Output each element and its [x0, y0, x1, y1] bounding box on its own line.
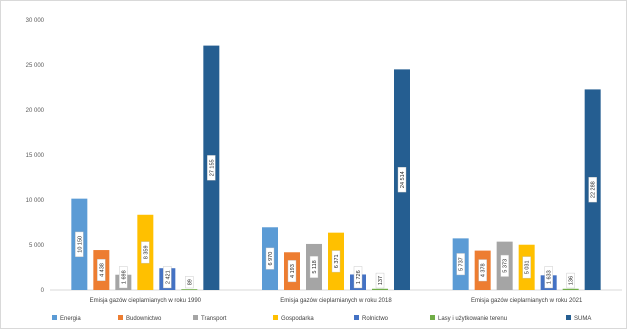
y-tick-label: 5 000 [29, 243, 45, 249]
legend-label: Rolnictwo [362, 316, 389, 322]
data-label: 137 [378, 276, 384, 285]
data-label-box [287, 260, 297, 283]
data-label-group: 1 726 [353, 266, 363, 289]
data-label: 5 031 [525, 260, 531, 274]
data-label-group: 89 [185, 276, 194, 289]
data-label-group: 6 371 [331, 250, 341, 273]
category-labels: Emisja gazów cieplarnianych w roku 1990 E… [90, 298, 583, 304]
legend-swatch [430, 315, 435, 320]
data-label-group: 5 118 [309, 256, 319, 278]
data-label-box [397, 167, 407, 193]
data-label-group: 137 [375, 272, 385, 289]
data-label-group: 22 288 [588, 177, 597, 203]
data-label-box [119, 266, 128, 289]
data-label-group: 4 438 [97, 259, 106, 281]
y-tick-label: 10 000 [26, 198, 45, 204]
legend-swatch [354, 315, 359, 320]
data-label: 1 698 [121, 270, 127, 284]
data-label-group: 27 155 [207, 155, 216, 181]
data-label: 5 373 [503, 259, 509, 273]
data-label-group: 2 421 [163, 266, 172, 289]
data-label: 27 155 [209, 159, 215, 176]
legend-swatch [193, 315, 198, 320]
data-label: 4 193 [290, 264, 296, 278]
data-label-box [500, 254, 509, 277]
category-label: Emisja gazów cieplarnianych w roku 2018 [280, 298, 392, 304]
legend-label: Budownictwo [126, 316, 162, 322]
data-label: 4 378 [481, 263, 487, 277]
y-tick-label: 20 000 [26, 108, 45, 114]
data-label: 22 288 [591, 181, 597, 198]
legend-label: SUMA [574, 316, 591, 322]
data-label: 2 421 [165, 270, 171, 284]
data-label-box [588, 177, 597, 203]
legend-swatch [273, 315, 278, 320]
y-tick-label: 15 000 [26, 153, 45, 159]
legend-label: Lasy i użytkowanie terenu [438, 316, 507, 322]
data-label-box [207, 155, 216, 181]
data-label-group: 6 970 [265, 247, 275, 270]
data-label: 10 150 [77, 236, 83, 253]
y-tick-label: 0 [41, 288, 45, 294]
legend-label: Gospodarka [281, 316, 314, 322]
data-label-box [522, 256, 531, 279]
legend-swatch [566, 315, 571, 320]
data-label: 5 118 [312, 260, 318, 273]
y-tick-label: 25 000 [26, 63, 45, 69]
data-label-box [185, 276, 194, 289]
legend-label: Transport [201, 316, 227, 322]
bar-groups: 10 150 4 438 1 698 8 359 2 421 89 27 155 6 970 4… [71, 45, 601, 291]
data-label: 4 438 [99, 263, 105, 277]
data-label-box [353, 266, 363, 289]
data-label-group: 1 698 [119, 266, 128, 289]
data-label: 5 737 [459, 257, 465, 271]
legend-swatch [118, 315, 123, 320]
category-label: Emisja gazów cieplarnianych w roku 2021 [471, 298, 583, 304]
bar [562, 288, 579, 290]
data-label-group: 8 359 [141, 241, 150, 264]
category-label: Emisja gazów cieplarnianych w roku 1990 [90, 298, 202, 304]
data-label-box [163, 266, 172, 289]
data-label: 89 [187, 279, 193, 285]
data-label: 136 [569, 276, 575, 285]
data-label: 6 970 [268, 252, 274, 266]
data-label-group: 4 378 [478, 259, 487, 282]
data-label-group: 5 373 [500, 254, 509, 277]
data-label-box [375, 272, 385, 289]
data-label: 6 371 [334, 254, 340, 268]
data-label-group: 1 633 [544, 266, 553, 289]
legend: Energia Budownictwo Transport Gospodarka Rol… [52, 315, 591, 322]
data-label: 8 359 [143, 246, 149, 260]
data-label-group: 4 193 [287, 260, 297, 283]
data-label: 24 514 [400, 171, 406, 188]
bar [372, 288, 388, 290]
data-label: 1 726 [356, 270, 362, 284]
data-label-box [265, 247, 275, 270]
legend-label: Energia [60, 316, 81, 322]
data-label-group: 5 737 [456, 253, 465, 276]
data-label-group: 10 150 [75, 231, 84, 257]
data-label-box [456, 253, 465, 276]
data-label-group: 24 514 [397, 167, 407, 193]
data-label-box [544, 266, 553, 289]
y-tick-label: 30 000 [26, 18, 45, 24]
data-label-box [478, 259, 487, 282]
data-label: 1 633 [547, 270, 553, 284]
data-label-box [141, 241, 150, 264]
data-label-box [97, 259, 106, 281]
data-label-box [566, 272, 575, 289]
data-label-group: 5 031 [522, 256, 531, 279]
legend-swatch [52, 315, 57, 320]
data-label-box [75, 231, 84, 257]
data-label-box [331, 250, 341, 273]
data-label-group: 136 [566, 272, 575, 289]
bar [181, 289, 198, 290]
data-label-box [309, 256, 319, 278]
